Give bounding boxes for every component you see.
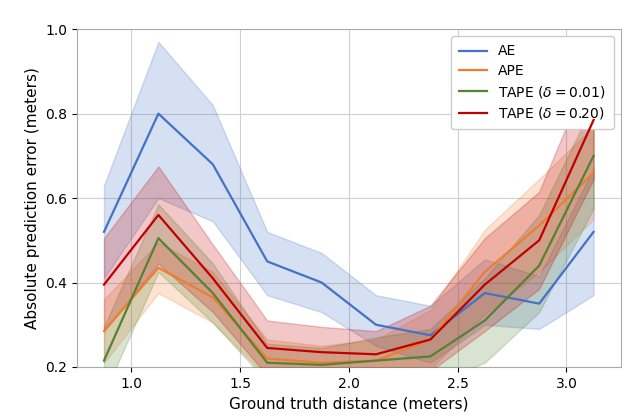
Y-axis label: Absolute prediction error (meters): Absolute prediction error (meters) (24, 67, 40, 329)
Legend: AE, APE, TAPE ($\delta = 0.01$), TAPE ($\delta = 0.20$): AE, APE, TAPE ($\delta = 0.01$), TAPE ($… (451, 36, 614, 129)
X-axis label: Ground truth distance (meters): Ground truth distance (meters) (229, 396, 468, 411)
